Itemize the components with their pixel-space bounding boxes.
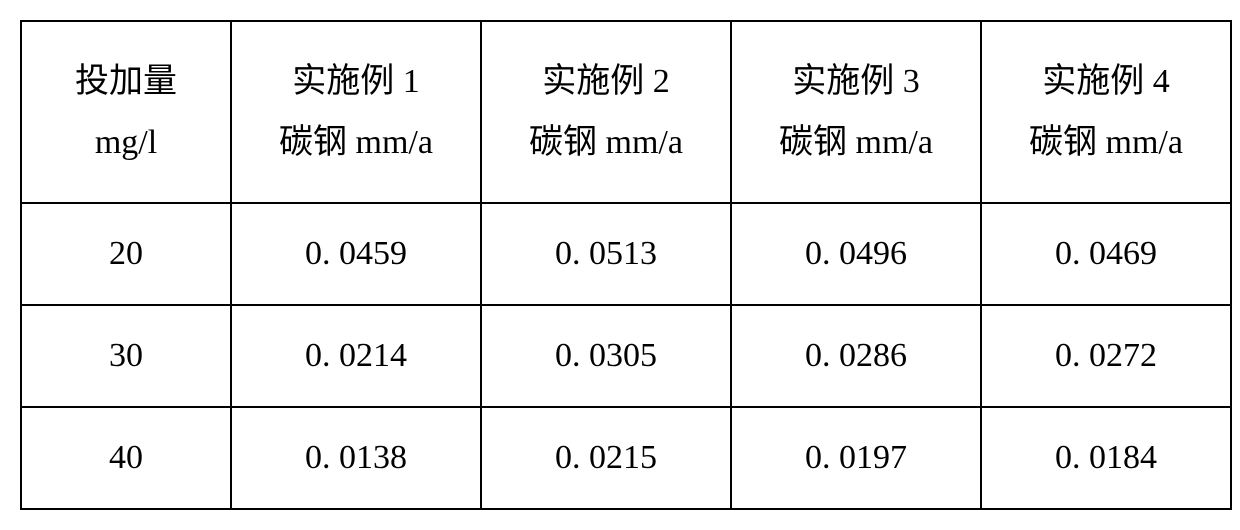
cell-value: 0. 0305 — [481, 305, 731, 407]
col-header-line2: 碳钢 mm/a — [482, 112, 730, 173]
col-header-line1: 实施例 4 — [982, 51, 1230, 112]
cell-value: 0. 0459 — [231, 203, 481, 305]
cell-value: 0. 0286 — [731, 305, 981, 407]
cell-value: 0. 0138 — [231, 407, 481, 509]
cell-dosage: 40 — [21, 407, 231, 509]
col-header-line2: 碳钢 mm/a — [232, 112, 480, 173]
table-row: 30 0. 0214 0. 0305 0. 0286 0. 0272 — [21, 305, 1231, 407]
col-header-ex1: 实施例 1 碳钢 mm/a — [231, 21, 481, 203]
table-header-row: 投加量 mg/l 实施例 1 碳钢 mm/a 实施例 2 碳钢 mm/a 实施例… — [21, 21, 1231, 203]
col-header-line1: 实施例 3 — [732, 51, 980, 112]
data-table: 投加量 mg/l 实施例 1 碳钢 mm/a 实施例 2 碳钢 mm/a 实施例… — [20, 20, 1232, 510]
col-header-dosage: 投加量 mg/l — [21, 21, 231, 203]
table-row: 20 0. 0459 0. 0513 0. 0496 0. 0469 — [21, 203, 1231, 305]
col-header-ex2: 实施例 2 碳钢 mm/a — [481, 21, 731, 203]
cell-dosage: 30 — [21, 305, 231, 407]
cell-value: 0. 0272 — [981, 305, 1231, 407]
cell-dosage: 20 — [21, 203, 231, 305]
table-row: 40 0. 0138 0. 0215 0. 0197 0. 0184 — [21, 407, 1231, 509]
cell-value: 0. 0513 — [481, 203, 731, 305]
col-header-line1: 投加量 — [22, 51, 230, 112]
cell-value: 0. 0184 — [981, 407, 1231, 509]
col-header-line1: 实施例 2 — [482, 51, 730, 112]
col-header-line1: 实施例 1 — [232, 51, 480, 112]
cell-value: 0. 0469 — [981, 203, 1231, 305]
col-header-line2: 碳钢 mm/a — [732, 112, 980, 173]
cell-value: 0. 0197 — [731, 407, 981, 509]
cell-value: 0. 0214 — [231, 305, 481, 407]
cell-value: 0. 0215 — [481, 407, 731, 509]
col-header-ex3: 实施例 3 碳钢 mm/a — [731, 21, 981, 203]
col-header-line2: 碳钢 mm/a — [982, 112, 1230, 173]
cell-value: 0. 0496 — [731, 203, 981, 305]
col-header-ex4: 实施例 4 碳钢 mm/a — [981, 21, 1231, 203]
col-header-line2: mg/l — [22, 112, 230, 173]
